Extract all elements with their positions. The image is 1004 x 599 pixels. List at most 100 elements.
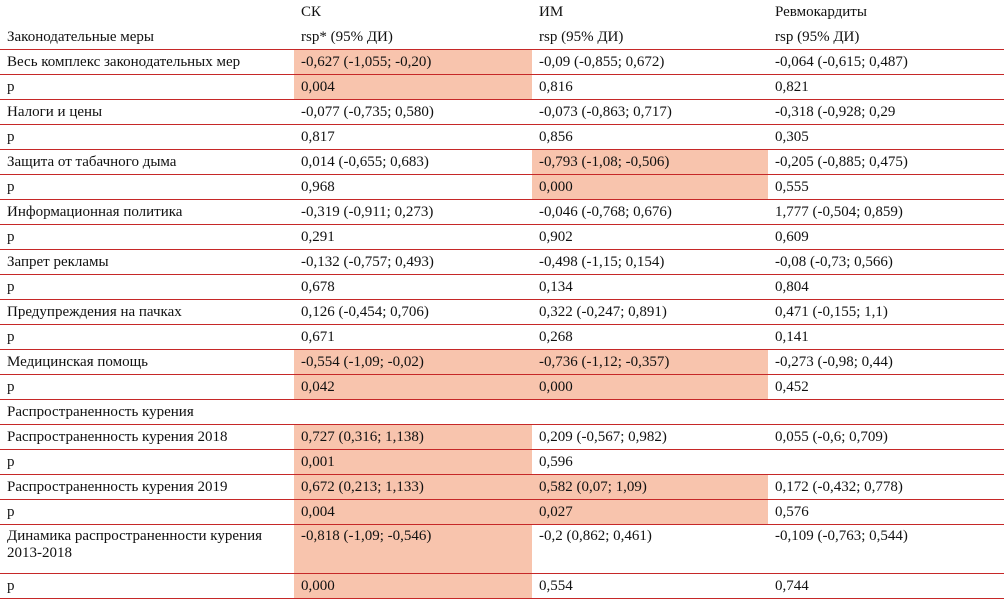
- table-row: p 0,042 0,000 0,452: [0, 374, 1004, 400]
- table-row: Предупреждения на пачках 0,126 (-0,454; 0…: [0, 299, 1004, 325]
- sk-value: 0,672 (0,213; 1,133): [294, 474, 532, 500]
- im-value: 0,596: [532, 449, 768, 475]
- row-label: p: [0, 499, 294, 525]
- header-row: СК ИМ Ревмокардиты: [0, 0, 1004, 25]
- table-row: p 0,968 0,000 0,555: [0, 174, 1004, 200]
- row-label: p: [0, 224, 294, 250]
- rheumocarditis-value: 0,576: [768, 499, 1004, 525]
- header-cell-sk: СК: [301, 4, 322, 20]
- im-value: 0,268: [532, 324, 768, 350]
- rheumocarditis-value: 0,141: [768, 324, 1004, 350]
- sk-value: 0,042: [294, 374, 532, 400]
- rheumocarditis-value: [768, 399, 1004, 425]
- rheumocarditis-value: [768, 449, 1004, 475]
- sk-value: -0,554 (-1,09; -0,02): [294, 349, 532, 375]
- rheumocarditis-value: 0,821: [768, 74, 1004, 100]
- table-row: p 0,000 0,554 0,744: [0, 573, 1004, 599]
- sk-value: 0,291: [294, 224, 532, 250]
- im-value: -0,073 (-0,863; 0,717): [532, 99, 768, 125]
- sk-value: -0,319 (-0,911; 0,273): [294, 199, 532, 225]
- table-row: p 0,291 0,902 0,609: [0, 224, 1004, 250]
- row-label: p: [0, 324, 294, 350]
- table-row: Законодательные меры rsp* (95% ДИ) rsp (95…: [0, 25, 1004, 50]
- header-cell-im: ИМ: [539, 4, 564, 20]
- row-label: p: [0, 274, 294, 300]
- row-label: Налоги и цены: [0, 99, 294, 125]
- im-value: -0,498 (-1,15; 0,154): [532, 249, 768, 275]
- rheumocarditis-value: -0,109 (-0,763; 0,544): [768, 524, 1004, 574]
- rheumocarditis-value: 0,555: [768, 174, 1004, 200]
- row-label: p: [0, 374, 294, 400]
- rheumocarditis-value: -0,318 (-0,928; 0,29: [768, 99, 1004, 125]
- sk-value: -0,818 (-1,09; -0,546): [294, 524, 532, 574]
- im-value: -0,736 (-1,12; -0,357): [532, 349, 768, 375]
- im-value: 0,000: [532, 174, 768, 200]
- im-value: 0,209 (-0,567; 0,982): [532, 424, 768, 450]
- sk-value: [294, 399, 532, 425]
- table-row: p 0,004 0,816 0,821: [0, 74, 1004, 100]
- sk-value: rsp* (95% ДИ): [294, 25, 532, 50]
- row-label: p: [0, 74, 294, 100]
- sk-value: 0,000: [294, 573, 532, 599]
- table-row: Распространенность курения 2018 0,727 (0,…: [0, 424, 1004, 450]
- im-value: rsp (95% ДИ): [532, 25, 768, 50]
- rheumocarditis-value: 0,055 (-0,6; 0,709): [768, 424, 1004, 450]
- table-row: p 0,671 0,268 0,141: [0, 324, 1004, 350]
- sk-value: 0,968: [294, 174, 532, 200]
- table-row: p 0,678 0,134 0,804: [0, 274, 1004, 300]
- table-row: Медицинская помощь -0,554 (-1,09; -0,02) -…: [0, 349, 1004, 375]
- rheumocarditis-value: 0,305: [768, 124, 1004, 150]
- table-row: Распространенность курения 2019 0,672 (0,…: [0, 474, 1004, 500]
- rheumocarditis-value: 0,804: [768, 274, 1004, 300]
- sk-value: 0,817: [294, 124, 532, 150]
- table-row: Запрет рекламы -0,132 (-0,757; 0,493) -0,4…: [0, 249, 1004, 275]
- row-label: Весь комплекс законодательных мер: [0, 49, 294, 75]
- im-value: 0,856: [532, 124, 768, 150]
- sk-value: 0,001: [294, 449, 532, 475]
- rheumocarditis-value: -0,064 (-0,615; 0,487): [768, 49, 1004, 75]
- table-row: Информационная политика -0,319 (-0,911; 0…: [0, 199, 1004, 225]
- row-label: Предупреждения на пачках: [0, 299, 294, 325]
- sk-value: 0,678: [294, 274, 532, 300]
- rheumocarditis-value: 1,777 (-0,504; 0,859): [768, 199, 1004, 225]
- im-value: -0,2 (0,862; 0,461): [532, 524, 768, 574]
- rheumocarditis-value: 0,172 (-0,432; 0,778): [768, 474, 1004, 500]
- im-value: -0,09 (-0,855; 0,672): [532, 49, 768, 75]
- row-label: p: [0, 174, 294, 200]
- im-value: 0,027: [532, 499, 768, 525]
- row-label: Законодательные меры: [0, 25, 294, 50]
- rheumocarditis-value: 0,471 (-0,155; 1,1): [768, 299, 1004, 325]
- rheumocarditis-value: rsp (95% ДИ): [768, 25, 1004, 50]
- table-row: Налоги и цены -0,077 (-0,735; 0,580) -0,07…: [0, 99, 1004, 125]
- im-value: -0,046 (-0,768; 0,676): [532, 199, 768, 225]
- row-label: Медицинская помощь: [0, 349, 294, 375]
- im-value: 0,902: [532, 224, 768, 250]
- sk-value: 0,126 (-0,454; 0,706): [294, 299, 532, 325]
- table-row: Распространенность курения: [0, 399, 1004, 425]
- table-body: Законодательные меры rsp* (95% ДИ) rsp (95…: [0, 25, 1004, 599]
- sk-value: -0,132 (-0,757; 0,493): [294, 249, 532, 275]
- row-label: Защита от табачного дыма: [0, 149, 294, 175]
- sk-value: 0,014 (-0,655; 0,683): [294, 149, 532, 175]
- table-row: p 0,817 0,856 0,305: [0, 124, 1004, 150]
- row-label: Распространенность курения: [0, 399, 294, 425]
- row-label: p: [0, 573, 294, 599]
- row-label: Запрет рекламы: [0, 249, 294, 275]
- im-value: 0,554: [532, 573, 768, 599]
- table-row: p 0,001 0,596: [0, 449, 1004, 475]
- im-value: 0,134: [532, 274, 768, 300]
- row-label: p: [0, 449, 294, 475]
- header-cell-label: [0, 0, 294, 25]
- sk-value: 0,671: [294, 324, 532, 350]
- header-cell-rheumocarditis: Ревмокардиты: [775, 4, 867, 20]
- rheumocarditis-value: -0,273 (-0,98; 0,44): [768, 349, 1004, 375]
- im-value: [532, 399, 768, 425]
- row-label: p: [0, 124, 294, 150]
- row-label: Динамика распространенности курения 2013…: [0, 524, 294, 574]
- im-value: 0,000: [532, 374, 768, 400]
- sk-value: -0,627 (-1,055; -0,20): [294, 49, 532, 75]
- table-row: Защита от табачного дыма 0,014 (-0,655; 0…: [0, 149, 1004, 175]
- row-label: Распространенность курения 2018: [0, 424, 294, 450]
- rheumocarditis-value: 0,744: [768, 573, 1004, 599]
